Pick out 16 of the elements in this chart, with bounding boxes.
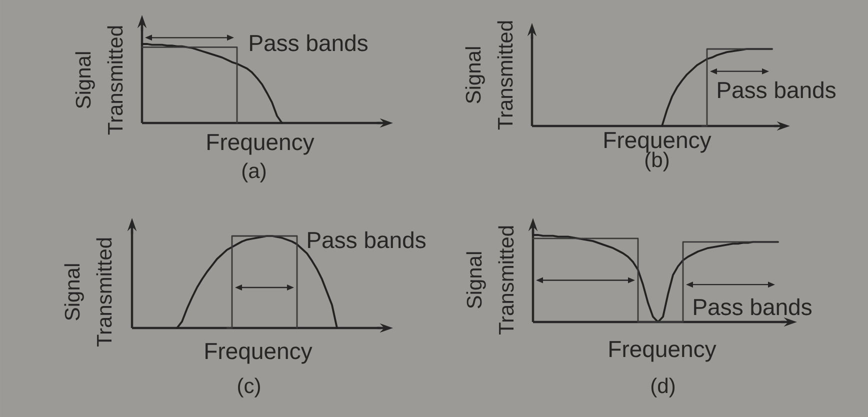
text: (b) — [645, 152, 669, 172]
x-axis-title: Frequency — [604, 132, 712, 153]
text: (c) — [238, 378, 260, 398]
x-axis-title: Frequency — [206, 343, 312, 364]
y-axis-title: Signal Transmitted — [465, 21, 513, 130]
text: (a) — [242, 162, 266, 182]
annotation: Pass bands — [250, 34, 368, 52]
annotation: Pass bands — [308, 231, 426, 248]
x-axis-title: Frequency — [610, 341, 716, 362]
y-axis-title: Signal Transmitted — [466, 226, 514, 335]
text: (d) — [651, 378, 675, 398]
annotation: Pass bands — [694, 298, 812, 316]
y-axis-title: Signal Transmitted — [64, 238, 112, 347]
x-axis-title: Frequency — [208, 134, 314, 155]
annotation: Pass bands — [718, 81, 836, 98]
y-axis-title: Signal Transmitted — [75, 26, 123, 135]
